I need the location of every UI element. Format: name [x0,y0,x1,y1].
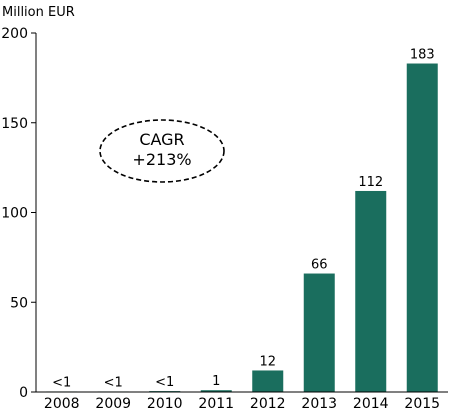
x-tick-label: 2009 [95,396,131,410]
x-tick-label: 2012 [250,396,286,410]
cagr-annotation: CAGR +213% [99,119,225,183]
bar [303,273,335,392]
bar-data-label: 12 [259,354,276,369]
bar [355,190,387,392]
bar-data-label: <1 [52,375,71,390]
bar [252,370,284,392]
y-tick-label: 100 [1,206,28,222]
x-tick-label: 2008 [44,396,80,410]
y-axis-ticks: 0 50 100 150 200 [1,26,36,401]
cagr-value: +213% [132,150,191,169]
x-tick-label: 2013 [301,396,337,410]
y-tick-label: 50 [10,295,28,311]
x-tick-label: 2011 [198,396,234,410]
bar [406,63,438,392]
bar-data-label: 183 [410,48,435,63]
bar-data-label: 1 [212,374,220,389]
cagr-label: CAGR [139,130,184,149]
bar-data-label: <1 [155,375,174,390]
x-tick-label: 2014 [353,396,389,410]
y-tick-label: 200 [1,26,28,42]
bar [200,390,232,392]
x-axis-labels: 2008 2009 2010 2011 2012 2013 2014 2015 [44,396,440,410]
bar-data-label: 66 [311,258,328,273]
axes [35,33,448,393]
x-tick-label: 2010 [147,396,183,410]
y-unit-label: Million EUR [2,5,75,20]
y-tick-label: 150 [1,116,28,132]
y-tick-label: 0 [19,385,28,401]
bar-data-label: <1 [104,375,123,390]
x-tick-label: 2015 [404,396,440,410]
bars [46,63,438,392]
bar-data-label: 112 [358,175,383,190]
cagr-ellipse [99,119,225,183]
